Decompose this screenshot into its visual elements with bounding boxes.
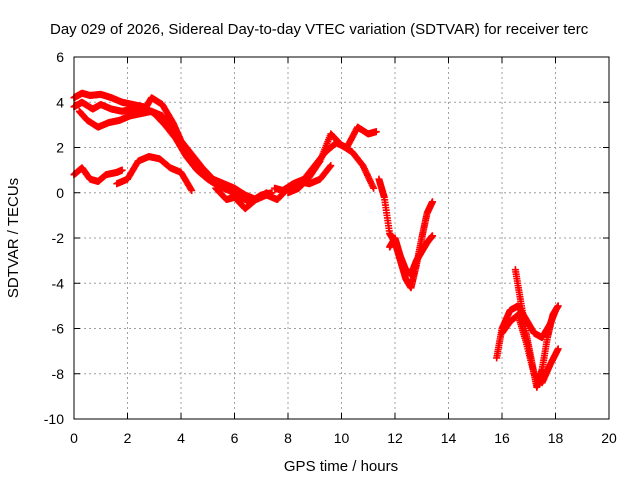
data-point xyxy=(428,198,436,206)
y-tick-label: -2 xyxy=(52,230,65,246)
data-point xyxy=(554,345,562,353)
y-tick-label: 6 xyxy=(56,49,64,65)
series-track-10 xyxy=(386,232,436,278)
y-tick-label: 2 xyxy=(56,140,64,156)
y-axis-label: SDTVAR / TECUs xyxy=(5,178,22,298)
x-tick-label: 4 xyxy=(177,430,185,446)
y-tick-label: 4 xyxy=(56,94,64,110)
x-tick-label: 10 xyxy=(334,430,350,446)
data-point xyxy=(188,186,196,194)
x-tick-label: 12 xyxy=(387,430,403,446)
x-tick-label: 6 xyxy=(231,430,239,446)
x-tick-label: 18 xyxy=(548,430,564,446)
series-track-5 xyxy=(113,153,196,194)
data-point xyxy=(118,166,126,174)
y-tick-label: 0 xyxy=(56,185,64,201)
data-point xyxy=(327,162,335,170)
y-tick-label: -6 xyxy=(52,321,65,337)
data-point xyxy=(231,184,238,192)
x-tick-label: 0 xyxy=(70,430,78,446)
series-track-13 xyxy=(511,266,562,391)
series-track-7 xyxy=(271,123,380,194)
data-point xyxy=(554,302,562,310)
axis-ticks: 0 2 4 6 8 10 12 14 16 18 20 -10 -8 -6 -4 -2 0 2 4 6 xyxy=(44,49,617,446)
data-point xyxy=(372,128,380,136)
x-tick-label: 16 xyxy=(494,430,510,446)
series-track-8 xyxy=(284,130,378,197)
plot-frame xyxy=(73,56,610,420)
data-points xyxy=(70,89,562,391)
x-tick-label: 2 xyxy=(124,430,132,446)
data-point xyxy=(428,232,436,240)
series-track-4 xyxy=(70,164,126,185)
series-track-2 xyxy=(70,94,271,204)
x-axis-label: GPS time / hours xyxy=(284,458,398,475)
x-tick-label: 14 xyxy=(441,430,457,446)
series-track-3 xyxy=(75,107,238,192)
data-point xyxy=(370,184,378,192)
y-tick-label: -4 xyxy=(52,275,65,291)
x-tick-label: 20 xyxy=(601,430,617,446)
y-tick-label: -8 xyxy=(52,366,65,382)
chart-title: Day 029 of 2026, Sidereal Day-to-day VTE… xyxy=(50,21,589,38)
x-tick-label: 8 xyxy=(284,430,292,446)
y-tick-label: -10 xyxy=(44,411,64,427)
